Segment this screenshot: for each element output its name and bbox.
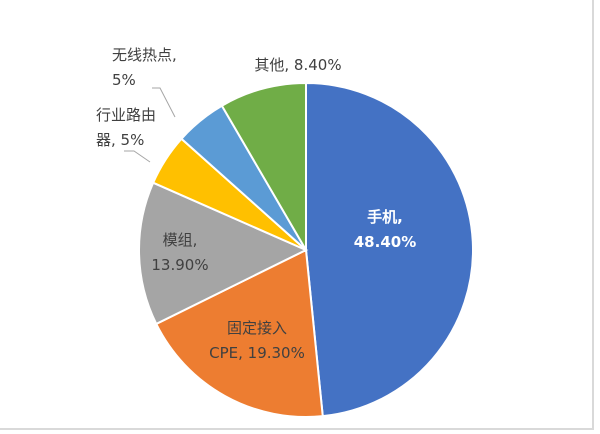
data-label-4: 5% [112, 71, 136, 89]
pie-slice-1 [154, 248, 324, 418]
data-label-3: 行业路由 [96, 106, 156, 124]
data-label-0: 手机, [367, 208, 403, 226]
pie-slice-2 [138, 181, 309, 326]
data-label-2: 模组, [163, 231, 198, 249]
data-label-3: 器, 5% [96, 131, 144, 149]
leader-line-3 [124, 150, 151, 163]
data-label-4: 无线热点, [112, 46, 177, 64]
pie-slice-5 [220, 81, 307, 254]
pie-slice-0 [305, 81, 474, 418]
data-label-2: 13.90% [151, 256, 208, 274]
leader-line-4 [152, 87, 176, 118]
data-label-1: CPE, 19.30% [209, 344, 305, 362]
data-label-1: 固定接入 [227, 319, 287, 337]
data-label-5: 其他, 8.40% [254, 56, 341, 74]
data-label-0: 48.40% [354, 233, 416, 251]
